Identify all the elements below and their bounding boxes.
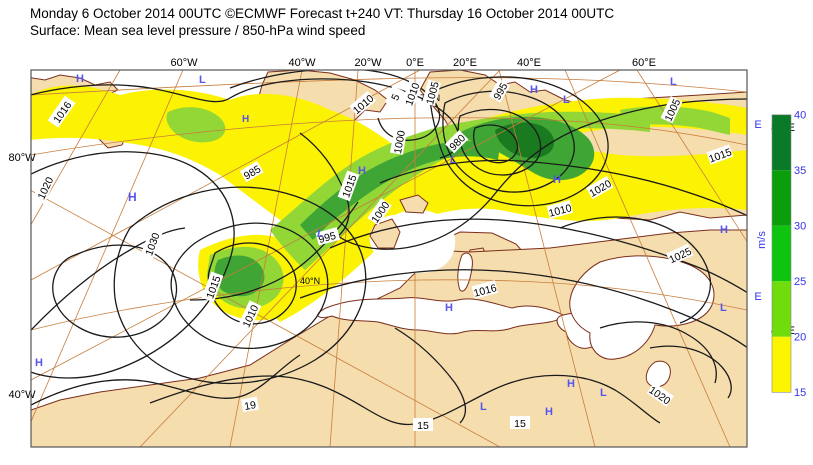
- svg-text:L: L: [558, 24, 565, 36]
- svg-text:H: H: [553, 174, 561, 186]
- svg-text:15: 15: [417, 420, 429, 432]
- svg-text:H: H: [445, 302, 453, 314]
- svg-text:L: L: [480, 401, 487, 413]
- svg-text:L: L: [563, 94, 570, 106]
- svg-text:15: 15: [794, 387, 806, 399]
- svg-text:L: L: [600, 387, 607, 399]
- svg-text:E: E: [754, 119, 761, 131]
- svg-text:40°W: 40°W: [288, 57, 316, 69]
- svg-text:H: H: [530, 84, 538, 96]
- svg-text:H: H: [128, 190, 137, 204]
- svg-text:60°E: 60°E: [632, 57, 656, 69]
- svg-text:40°E: 40°E: [517, 57, 541, 69]
- svg-text:E: E: [754, 291, 761, 303]
- svg-text:30: 30: [794, 221, 806, 233]
- svg-text:H: H: [242, 114, 249, 125]
- svg-text:15: 15: [514, 418, 526, 430]
- svg-text:H: H: [358, 165, 366, 177]
- svg-text:20°E: 20°E: [453, 57, 477, 69]
- svg-text:40°W: 40°W: [8, 389, 36, 401]
- svg-text:60°W: 60°W: [170, 57, 198, 69]
- svg-text:L: L: [199, 74, 206, 86]
- svg-text:L: L: [670, 76, 677, 88]
- svg-text:20°W: 20°W: [354, 57, 382, 69]
- svg-text:H: H: [35, 357, 43, 369]
- svg-text:40°N: 40°N: [300, 276, 320, 286]
- svg-text:19: 19: [243, 399, 257, 413]
- svg-text:L: L: [720, 302, 727, 314]
- svg-text:L: L: [450, 155, 456, 166]
- svg-text:L: L: [317, 228, 324, 240]
- svg-text:0°E: 0°E: [406, 57, 424, 69]
- svg-text:m/s: m/s: [756, 231, 768, 249]
- svg-text:20: 20: [794, 332, 806, 344]
- svg-text:H: H: [545, 406, 553, 418]
- svg-text:40: 40: [794, 110, 806, 122]
- svg-text:H: H: [720, 224, 728, 236]
- svg-text:80°W: 80°W: [8, 152, 36, 164]
- svg-text:H: H: [76, 73, 84, 85]
- svg-text:H: H: [567, 378, 575, 390]
- svg-text:25: 25: [794, 276, 806, 288]
- svg-text:35: 35: [794, 165, 806, 177]
